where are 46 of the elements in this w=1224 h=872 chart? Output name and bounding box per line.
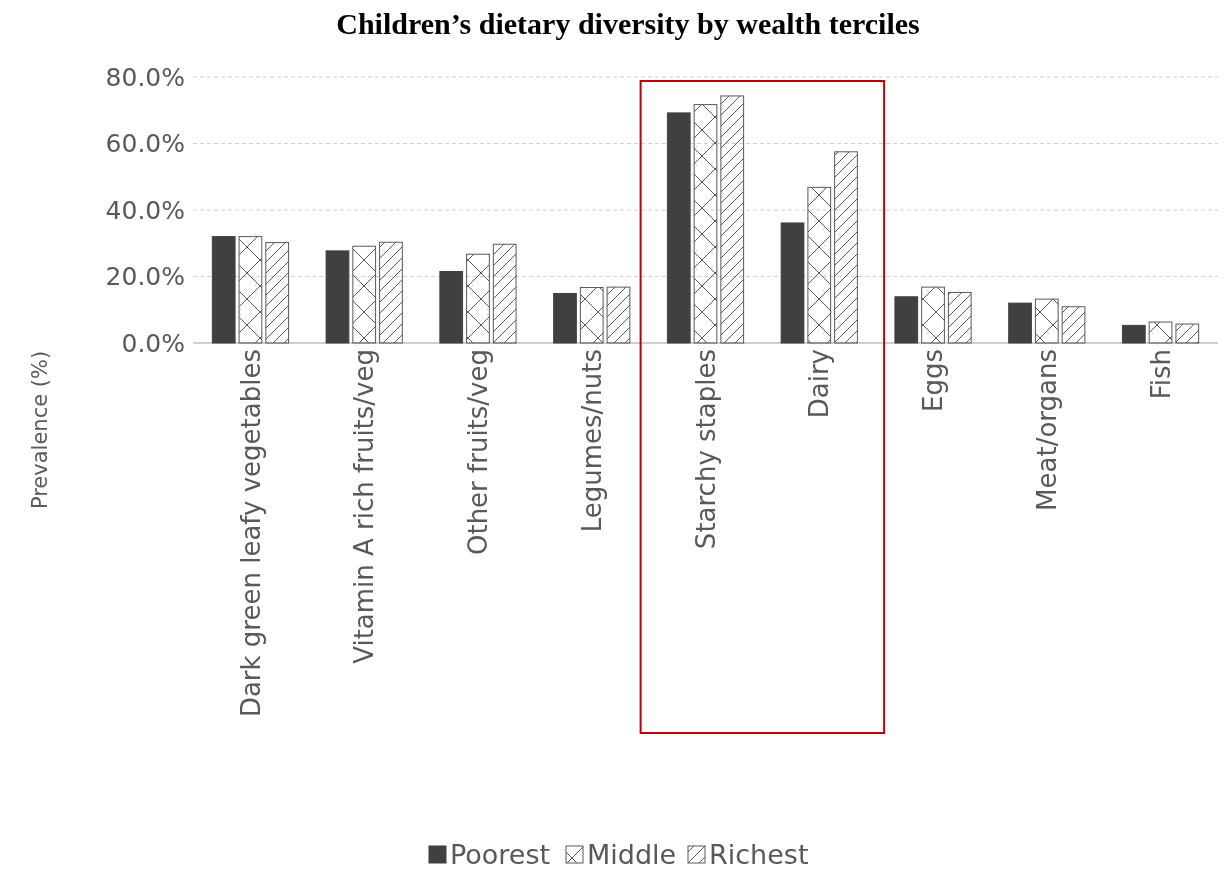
bar	[238, 236, 263, 344]
bar	[466, 253, 490, 344]
x-tick-label: Dark green leafy vegetables	[235, 349, 266, 718]
bar	[265, 242, 290, 344]
bar	[947, 291, 972, 344]
bar	[780, 222, 805, 344]
chart-title: Children’s dietary diversity by wealth terciles	[336, 7, 920, 40]
y-tick-label: 20.0%	[105, 262, 185, 292]
y-tick-label: 40.0%	[105, 195, 185, 225]
legend-label: Middle	[587, 839, 677, 871]
x-tick-label: Dairy	[804, 349, 835, 419]
bar	[1008, 302, 1032, 344]
x-tick-label: Meat/organs	[1031, 349, 1062, 511]
bar	[693, 104, 718, 344]
y-tick-label: 60.0%	[105, 129, 185, 159]
bar	[579, 286, 604, 344]
y-tick-label: 0.0%	[121, 328, 185, 358]
y-axis-title: Prevalence (%)	[28, 350, 53, 510]
bar	[1175, 323, 1200, 344]
bar	[894, 296, 919, 344]
y-tick-label: 80.0%	[105, 62, 185, 92]
bar	[1034, 298, 1059, 344]
x-tick-label: Other fruits/veg	[463, 349, 494, 556]
x-tick-label: Fish	[1145, 349, 1176, 400]
bar	[1148, 321, 1173, 344]
bar	[379, 241, 403, 344]
bar	[325, 250, 350, 344]
bar	[807, 186, 832, 344]
bar	[666, 112, 691, 344]
bar	[921, 286, 945, 344]
bar	[439, 271, 464, 344]
bar	[834, 151, 858, 344]
bar	[352, 245, 377, 344]
bar	[553, 292, 577, 344]
bar	[492, 243, 517, 344]
bar	[606, 286, 631, 344]
x-tick-label: Vitamin A rich fruits/veg	[349, 349, 380, 664]
legend-label: Poorest	[450, 839, 551, 871]
bar	[211, 236, 236, 344]
x-tick-label: Starchy staples	[690, 349, 721, 550]
x-tick-label: Legumes/nuts	[576, 349, 607, 533]
bar	[1061, 306, 1086, 344]
bar	[720, 95, 745, 344]
bar	[1121, 324, 1146, 344]
legend-label: Richest	[709, 839, 809, 871]
x-tick-label: Eggs	[918, 349, 949, 412]
